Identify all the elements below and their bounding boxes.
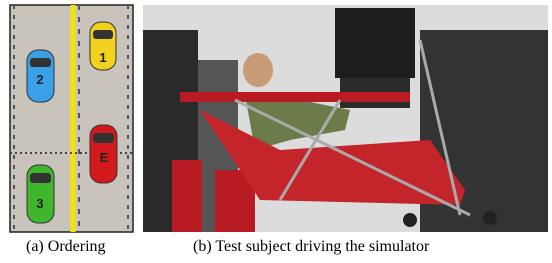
car-E: E <box>90 125 117 183</box>
caption: (b) Test subject driving the simulator <box>193 238 429 256</box>
simulator-photo <box>143 5 548 232</box>
car-label: 3 <box>36 196 43 211</box>
car-label: 2 <box>36 72 43 87</box>
caption: (a) Ordering <box>26 238 106 256</box>
ordering-diagram: 1 2 E 3 <box>10 5 133 232</box>
figure: 1 2 E 3 <box>0 0 552 263</box>
figure-panels: 1 2 E 3 <box>0 0 552 236</box>
car-3: 3 <box>27 165 54 223</box>
car-2: 2 <box>27 50 54 102</box>
car-label: 1 <box>99 50 106 65</box>
car-label: E <box>100 150 109 165</box>
car-1: 1 <box>90 22 116 70</box>
